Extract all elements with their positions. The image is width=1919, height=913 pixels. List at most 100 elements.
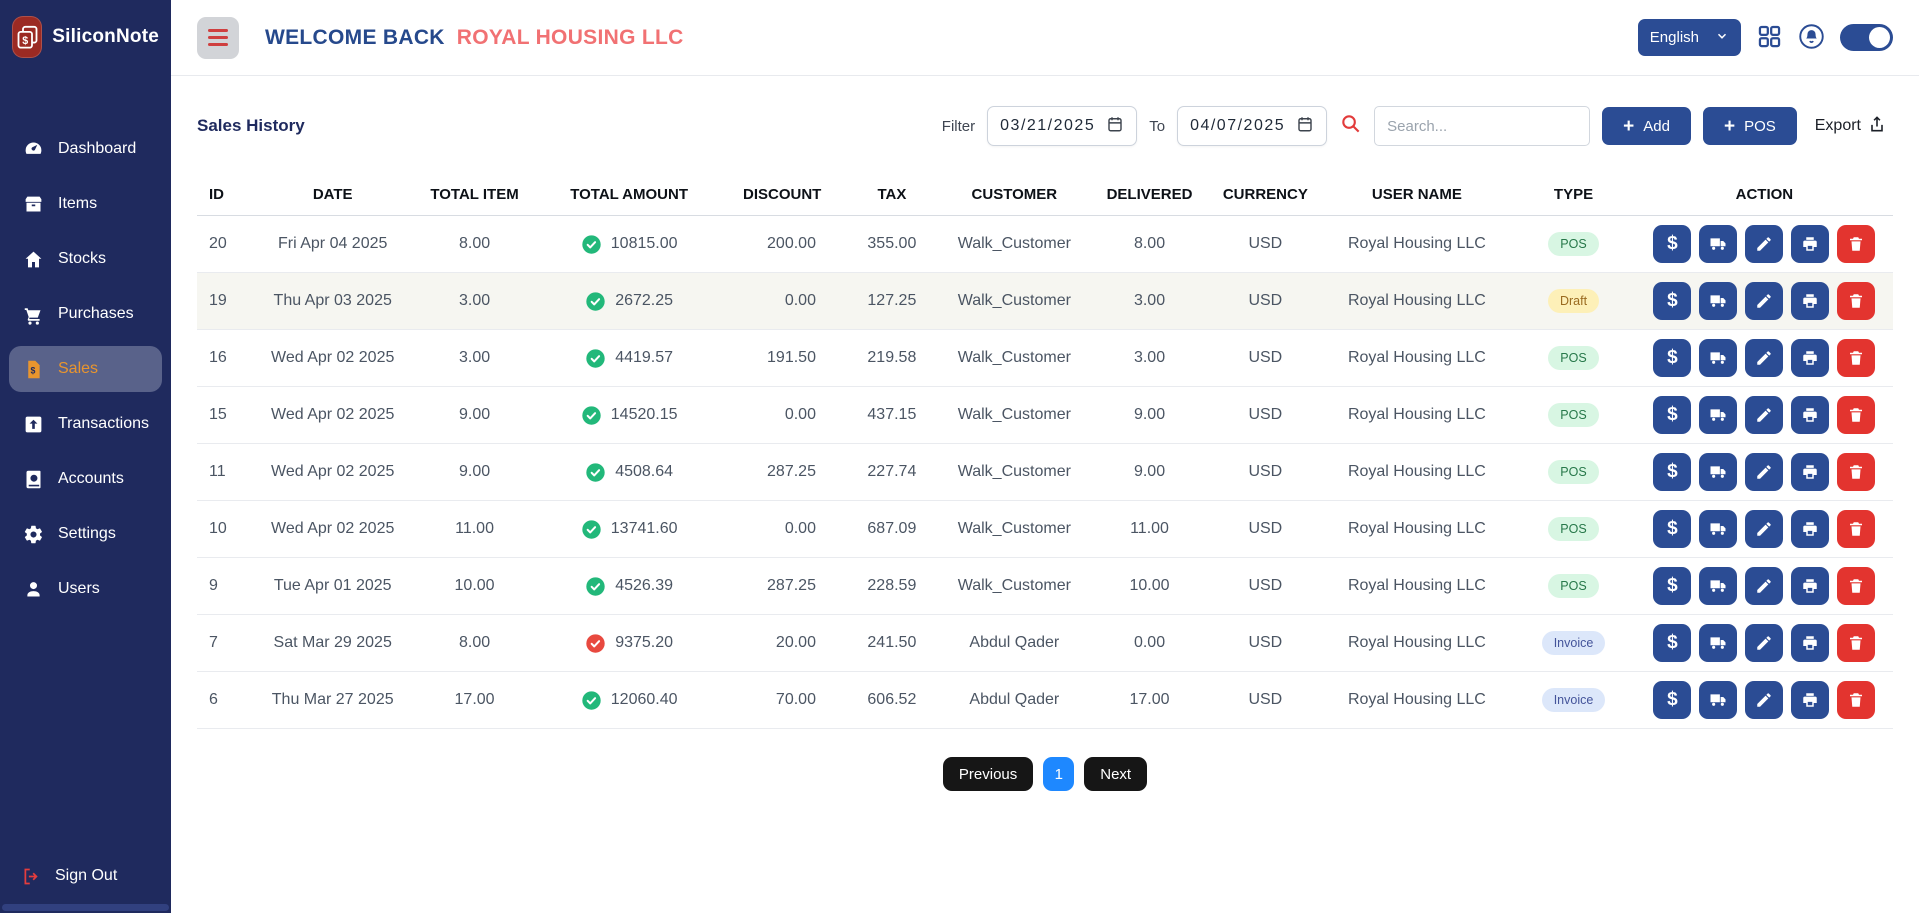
notifications-button[interactable]	[1798, 23, 1825, 53]
delete-action-button[interactable]	[1837, 339, 1876, 377]
edit-action-button[interactable]	[1745, 681, 1784, 719]
type-cell: POS	[1511, 386, 1636, 444]
payment-action-button[interactable]: $	[1653, 396, 1692, 434]
theme-toggle[interactable]	[1840, 24, 1893, 51]
delivery-action-button[interactable]	[1699, 282, 1738, 320]
type-badge: POS	[1548, 232, 1599, 256]
export-button[interactable]: Export	[1809, 113, 1893, 140]
add-button[interactable]: + Add	[1602, 107, 1691, 145]
payment-action-button[interactable]: $	[1653, 681, 1692, 719]
delete-action-button[interactable]	[1837, 681, 1876, 719]
sign-out-button[interactable]: Sign Out	[0, 851, 171, 913]
date-to-input[interactable]: 04/07/2025	[1177, 106, 1328, 146]
previous-page-button[interactable]: Previous	[942, 757, 1034, 791]
delivered-cell: 10.00	[1090, 557, 1209, 615]
print-action-button[interactable]	[1791, 282, 1830, 320]
to-label: To	[1149, 117, 1166, 135]
print-action-button[interactable]	[1791, 225, 1830, 263]
sidebar-item-transactions[interactable]: Transactions	[9, 401, 162, 447]
trash-icon	[1847, 634, 1865, 652]
delete-action-button[interactable]	[1837, 453, 1876, 491]
delete-action-button[interactable]	[1837, 510, 1876, 548]
date-cell: Thu Apr 03 2025	[256, 272, 410, 330]
payment-action-button[interactable]: $	[1653, 453, 1692, 491]
date-cell: Thu Mar 27 2025	[256, 671, 410, 729]
print-action-button[interactable]	[1791, 681, 1830, 719]
current-page-button[interactable]: 1	[1043, 757, 1075, 791]
print-action-button[interactable]	[1791, 453, 1830, 491]
plus-icon: +	[1623, 115, 1635, 137]
sidebar: $ SiliconNote Dashboard Items Stocks Purcha…	[0, 0, 171, 913]
action-cell: $	[1635, 329, 1893, 387]
currency-cell: USD	[1208, 272, 1323, 330]
apps-grid-button[interactable]	[1756, 23, 1783, 53]
edit-action-button[interactable]	[1745, 510, 1784, 548]
payment-action-button[interactable]: $	[1653, 339, 1692, 377]
table-row: 7 Sat Mar 29 2025 8.00 9375.20 20.00 241.50 Ab…	[197, 614, 1893, 672]
delivery-action-button[interactable]	[1699, 624, 1738, 662]
print-action-button[interactable]	[1791, 510, 1830, 548]
sidebar-item-items[interactable]: Items	[9, 181, 162, 227]
delivery-action-button[interactable]	[1699, 225, 1738, 263]
type-cell: POS	[1511, 443, 1636, 501]
edit-action-button[interactable]	[1745, 225, 1784, 263]
edit-action-button[interactable]	[1745, 567, 1784, 605]
export-icon	[1867, 114, 1887, 139]
sidebar-item-settings[interactable]: Settings	[9, 511, 162, 557]
delivery-action-button[interactable]	[1699, 681, 1738, 719]
total-amount-value: 9375.20	[615, 634, 674, 651]
sidebar-item-accounts[interactable]: Accounts	[9, 456, 162, 502]
print-action-button[interactable]	[1791, 396, 1830, 434]
trash-icon	[1847, 406, 1865, 424]
edit-action-button[interactable]	[1745, 339, 1784, 377]
payment-action-button[interactable]: $	[1653, 510, 1692, 548]
app-logo: $ SiliconNote	[0, 0, 171, 68]
sign-out-icon	[20, 865, 42, 887]
payment-action-button[interactable]: $	[1653, 282, 1692, 320]
delivery-action-button[interactable]	[1699, 453, 1738, 491]
tax-cell: 127.25	[845, 272, 938, 330]
payment-action-button[interactable]: $	[1653, 225, 1692, 263]
trash-icon	[1847, 520, 1865, 538]
edit-action-button[interactable]	[1745, 624, 1784, 662]
table-row: 16 Wed Apr 02 2025 3.00 4419.57 191.50 219.58…	[197, 329, 1893, 387]
sidebar-item-sales[interactable]: $ Sales	[9, 346, 162, 392]
delete-action-button[interactable]	[1837, 567, 1876, 605]
delivery-action-button[interactable]	[1699, 339, 1738, 377]
delivery-action-button[interactable]	[1699, 567, 1738, 605]
dollar-icon: $	[1667, 518, 1678, 539]
menu-toggle-button[interactable]	[197, 16, 239, 59]
payment-action-button[interactable]: $	[1653, 624, 1692, 662]
tax-cell: 241.50	[845, 614, 938, 672]
plus-icon: +	[1723, 115, 1736, 137]
delivery-action-button[interactable]	[1699, 510, 1738, 548]
total-amount-cell: 10815.00	[539, 215, 719, 273]
sidebar-item-purchases[interactable]: Purchases	[9, 291, 162, 337]
edit-action-button[interactable]	[1745, 396, 1784, 434]
sidebar-item-dashboard[interactable]: Dashboard	[9, 126, 162, 172]
sidebar-item-users[interactable]: Users	[9, 566, 162, 612]
delivery-action-button[interactable]	[1699, 396, 1738, 434]
pos-button[interactable]: + POS	[1702, 107, 1797, 145]
search-input[interactable]	[1374, 106, 1591, 146]
topbar: WELCOME BACK ROYAL HOUSING LLC English	[171, 0, 1919, 76]
user-name-cell: Royal Housing LLC	[1322, 500, 1512, 558]
language-select[interactable]: English	[1637, 19, 1741, 56]
print-action-button[interactable]	[1791, 567, 1830, 605]
delete-action-button[interactable]	[1837, 396, 1876, 434]
delete-action-button[interactable]	[1837, 624, 1876, 662]
next-page-button[interactable]: Next	[1084, 757, 1148, 791]
payment-action-button[interactable]: $	[1653, 567, 1692, 605]
date-from-input[interactable]: 03/21/2025	[987, 106, 1138, 146]
delete-action-button[interactable]	[1837, 225, 1876, 263]
action-cell: $	[1635, 443, 1893, 501]
tax-cell: 227.74	[845, 443, 938, 501]
print-action-button[interactable]	[1791, 624, 1830, 662]
type-cell: POS	[1511, 500, 1636, 558]
sidebar-item-stocks[interactable]: Stocks	[9, 236, 162, 282]
edit-action-button[interactable]	[1745, 453, 1784, 491]
search-button[interactable]	[1339, 112, 1362, 140]
print-action-button[interactable]	[1791, 339, 1830, 377]
edit-action-button[interactable]	[1745, 282, 1784, 320]
delete-action-button[interactable]	[1837, 282, 1876, 320]
